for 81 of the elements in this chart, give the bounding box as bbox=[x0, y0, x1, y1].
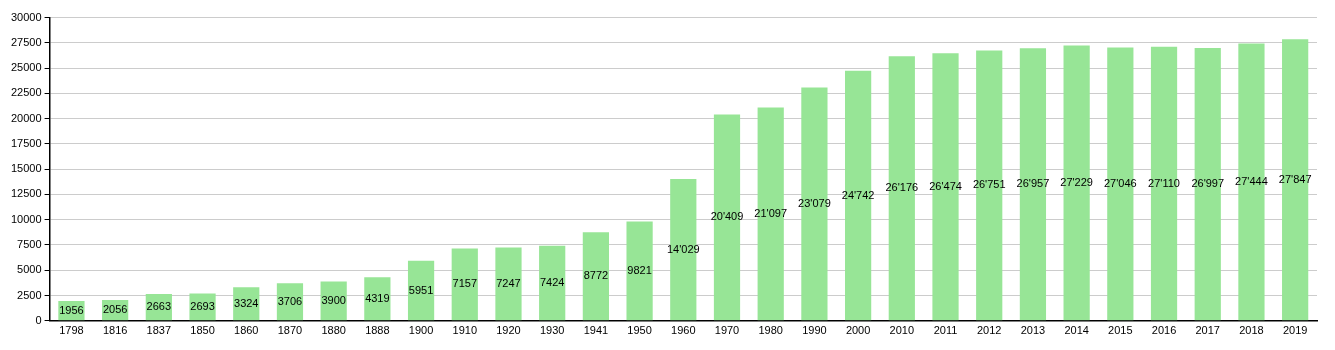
y-tick-label: 15000 bbox=[10, 162, 42, 175]
y-tick-label: 0 bbox=[35, 313, 42, 326]
data-label: 26'997 bbox=[1191, 177, 1225, 190]
data-label: 24'742 bbox=[841, 188, 875, 201]
data-label: 26'957 bbox=[1016, 177, 1050, 190]
x-tick-label: 2018 bbox=[1239, 324, 1264, 337]
y-tick-label: 17500 bbox=[10, 136, 42, 149]
data-label: 5951 bbox=[408, 283, 434, 296]
y-tick-label: 30000 bbox=[10, 10, 42, 23]
bar bbox=[1150, 46, 1178, 321]
x-tick-label: 1930 bbox=[539, 324, 565, 337]
y-tick-label: 7500 bbox=[17, 238, 42, 251]
bar bbox=[495, 247, 522, 321]
x-tick-label: 2015 bbox=[1108, 324, 1133, 337]
bar bbox=[670, 179, 697, 321]
data-label: 7157 bbox=[452, 277, 478, 290]
bar bbox=[407, 260, 435, 321]
y-tick-label: 20000 bbox=[10, 111, 42, 124]
data-label: 3324 bbox=[234, 296, 259, 309]
data-label: 7424 bbox=[539, 276, 565, 289]
y-tick-label: 10000 bbox=[10, 212, 42, 225]
data-label: 27'229 bbox=[1060, 175, 1093, 188]
data-label: 2663 bbox=[146, 300, 172, 313]
x-tick-label: 1900 bbox=[408, 324, 434, 337]
bar bbox=[582, 232, 609, 321]
x-tick-label: 2011 bbox=[933, 324, 958, 337]
data-label: 2056 bbox=[102, 303, 128, 316]
data-label: 23'079 bbox=[798, 196, 831, 209]
x-tick-label: 1990 bbox=[802, 324, 827, 337]
x-tick-label: 2014 bbox=[1064, 324, 1089, 337]
data-label: 9821 bbox=[627, 263, 652, 276]
bar bbox=[626, 221, 653, 321]
y-tick-label: 5000 bbox=[17, 263, 42, 276]
data-label: 21'097 bbox=[754, 206, 788, 219]
data-label: 14'029 bbox=[666, 242, 700, 255]
y-tick-label: 25000 bbox=[10, 61, 42, 74]
x-tick-label: 1816 bbox=[102, 324, 128, 337]
bar bbox=[1019, 48, 1047, 321]
data-label: 27'444 bbox=[1235, 174, 1268, 187]
data-label: 7247 bbox=[496, 276, 521, 289]
x-tick-label: 2013 bbox=[1020, 324, 1046, 337]
y-tick-label: 22500 bbox=[10, 86, 42, 99]
data-label: 3900 bbox=[321, 293, 346, 306]
y-tick-label: 27500 bbox=[10, 35, 42, 48]
x-tick-label: 2019 bbox=[1282, 324, 1308, 337]
x-tick-label: 1837 bbox=[146, 324, 172, 337]
data-label: 26'474 bbox=[929, 179, 962, 192]
x-tick-label: 2017 bbox=[1195, 324, 1220, 337]
x-tick-label: 2016 bbox=[1151, 324, 1177, 337]
data-label: 4319 bbox=[365, 291, 390, 304]
y-tick-label: 2500 bbox=[17, 288, 42, 301]
bar bbox=[451, 248, 478, 321]
x-tick-label: 1798 bbox=[59, 324, 84, 337]
data-label: 27'110 bbox=[1148, 176, 1180, 189]
x-tick-label: 2010 bbox=[889, 324, 915, 337]
data-label: 27'046 bbox=[1103, 176, 1137, 189]
data-label: 20'409 bbox=[710, 210, 744, 223]
x-tick-label: 2012 bbox=[976, 324, 1002, 337]
x-tick-label: 2000 bbox=[845, 324, 871, 337]
x-tick-label: 1910 bbox=[452, 324, 478, 337]
bar bbox=[539, 245, 566, 321]
x-tick-label: 1970 bbox=[714, 324, 740, 337]
x-tick-label: 1980 bbox=[758, 324, 783, 337]
x-tick-label: 1941 bbox=[583, 324, 609, 337]
x-tick-label: 1920 bbox=[496, 324, 521, 337]
x-tick-label: 1860 bbox=[234, 324, 259, 337]
y-tick-label: 12500 bbox=[10, 187, 42, 200]
x-tick-label: 1888 bbox=[365, 324, 390, 337]
data-label: 2693 bbox=[190, 299, 215, 312]
data-label: 26'751 bbox=[972, 178, 1006, 191]
data-label: 8772 bbox=[583, 269, 609, 282]
x-tick-label: 1850 bbox=[190, 324, 215, 337]
data-label: 26'176 bbox=[885, 181, 919, 194]
x-tick-label: 1950 bbox=[627, 324, 652, 337]
bar bbox=[713, 114, 741, 321]
data-label: 27'847 bbox=[1278, 172, 1312, 185]
x-tick-label: 1880 bbox=[321, 324, 346, 337]
x-tick-label: 1960 bbox=[671, 324, 696, 337]
data-label: 1956 bbox=[59, 303, 84, 316]
x-tick-label: 1870 bbox=[277, 324, 303, 337]
data-label: 3706 bbox=[277, 294, 303, 307]
